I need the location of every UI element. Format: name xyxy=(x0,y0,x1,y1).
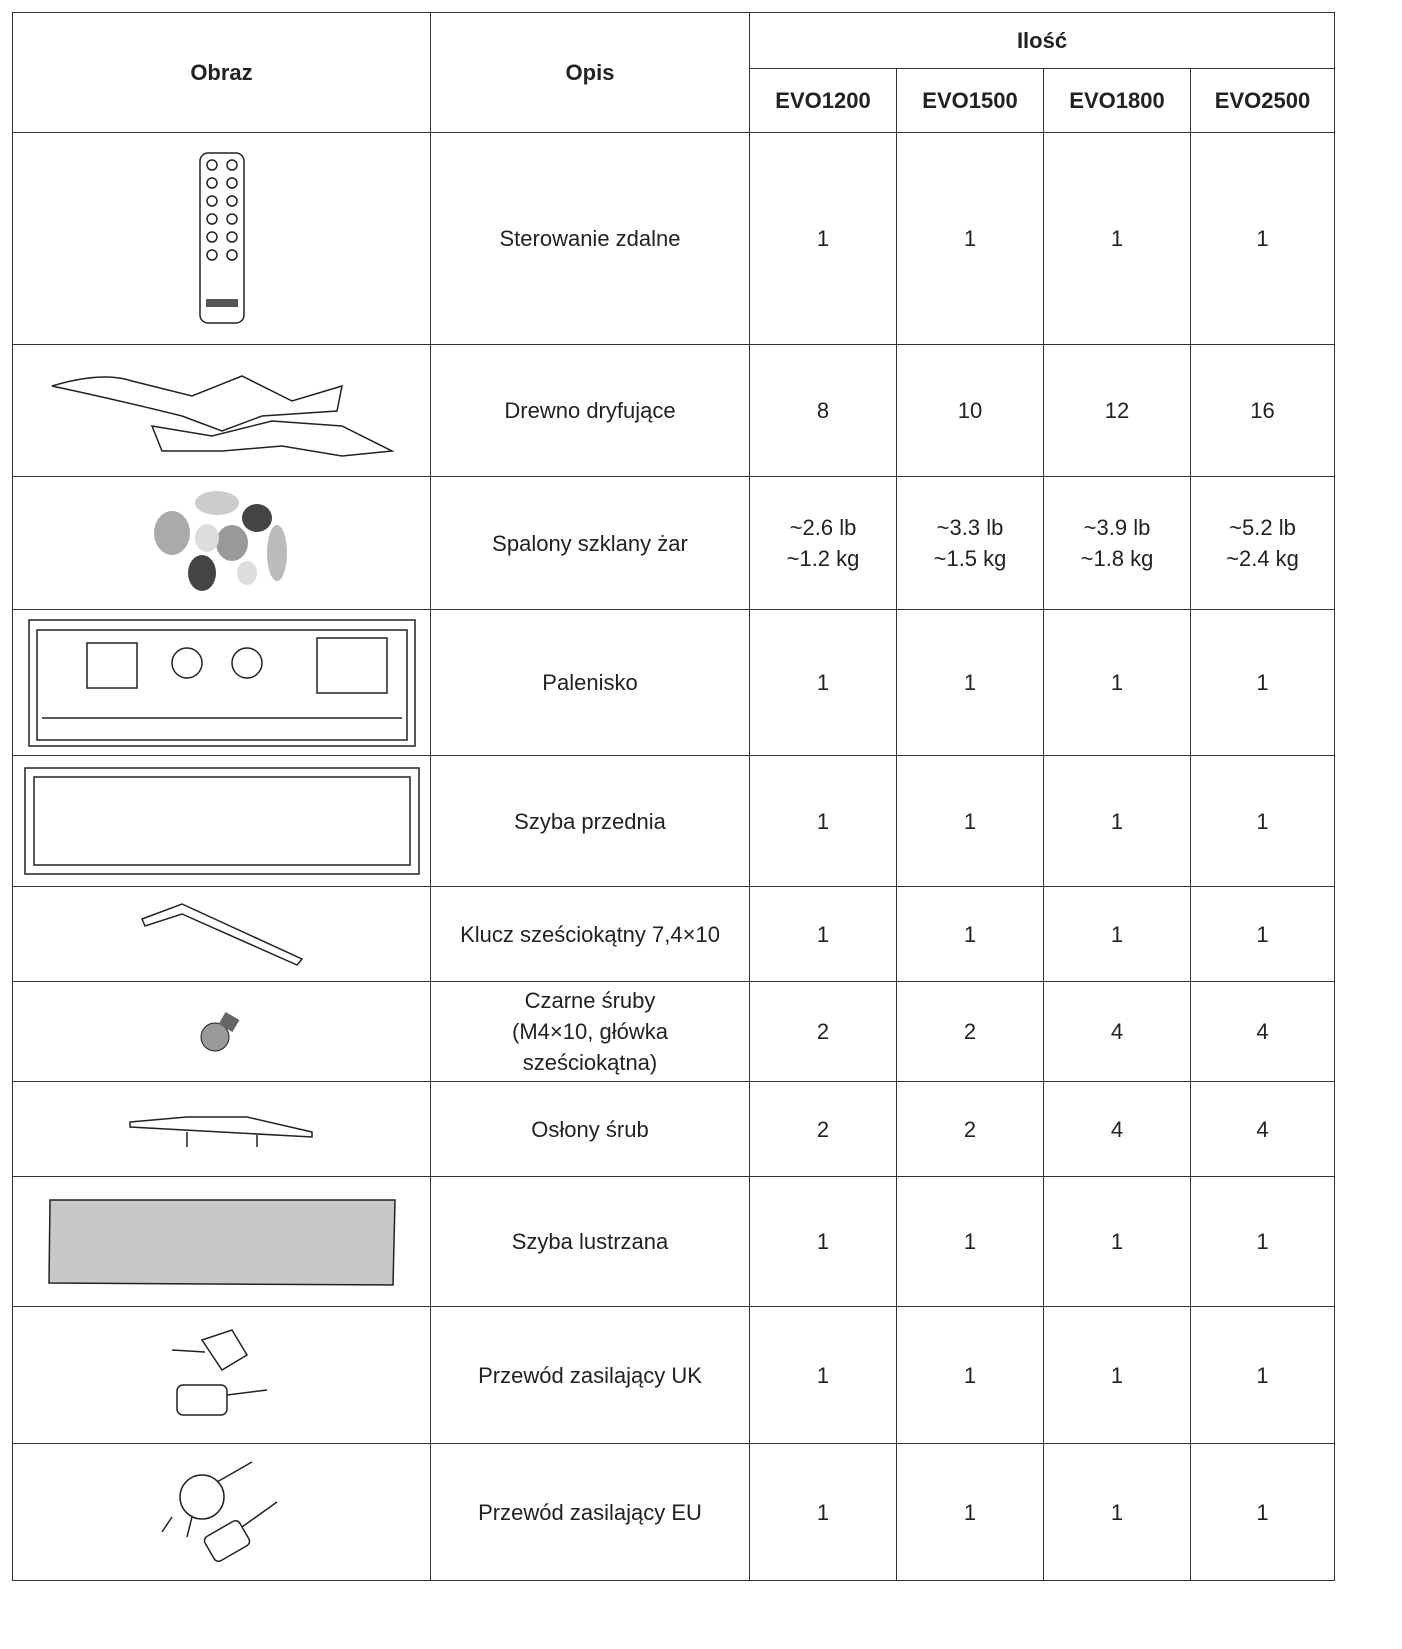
text-line: ~1.8 kg xyxy=(1080,546,1154,571)
text-line: ~1.5 kg xyxy=(933,546,1007,571)
item-description: Drewno dryfujące xyxy=(430,344,750,477)
quantity-cell: 1 xyxy=(896,1443,1044,1581)
item-image xyxy=(12,981,431,1082)
quantity-cell: 1 xyxy=(749,132,897,345)
text-line: (M4×10, główka xyxy=(512,1019,668,1044)
table-row: Spalony szklany żar ~2.6 lb ~1.2 kg ~3.3 lb… xyxy=(12,476,1336,610)
item-image xyxy=(12,1176,431,1307)
item-description: Przewód zasilający UK xyxy=(430,1306,750,1444)
quantity-cell: 2 xyxy=(896,1081,1044,1177)
quantity-cell: 8 xyxy=(749,344,897,477)
table-row: Klucz sześciokątny 7,4×10 1 1 1 1 xyxy=(12,886,1336,982)
item-description: Sterowanie zdalne xyxy=(430,132,750,345)
header-row: Obraz Opis Ilość xyxy=(12,12,1336,133)
quantity-cell: 2 xyxy=(749,981,897,1082)
quantity-cell: 1 xyxy=(749,609,897,756)
table-body: Sterowanie zdalne 1 1 1 1 Drewno dryfujące 8 10… xyxy=(12,132,1336,1581)
table-row: Osłony śrub 2 2 4 4 xyxy=(12,1081,1336,1177)
quantity-cell: 1 xyxy=(1189,886,1336,982)
item-description: Czarne śruby (M4×10, główka sześciokątna) xyxy=(430,981,750,1082)
item-description: Spalony szklany żar xyxy=(430,476,750,610)
quantity-cell: 1 xyxy=(1189,1443,1336,1581)
item-description: Osłony śrub xyxy=(430,1081,750,1177)
item-description: Klucz sześciokątny 7,4×10 xyxy=(430,886,750,982)
item-image xyxy=(12,132,431,345)
item-description: Szyba lustrzana xyxy=(430,1176,750,1307)
model-header: EVO1200 xyxy=(749,68,897,133)
parts-table: Obraz Opis Ilość EVO1200 EVO1500 EVO1800 EV… xyxy=(12,12,1336,1581)
quantity-cell: 1 xyxy=(1189,132,1336,345)
header-cell: Opis xyxy=(430,12,750,133)
model-header: EVO1500 xyxy=(896,68,1044,133)
quantity-cell: 1 xyxy=(1189,755,1336,887)
text-line: ~3.3 lb xyxy=(936,515,1004,540)
quantity-cell: ~3.9 lb ~1.8 kg xyxy=(1043,476,1191,610)
quantity-cell: 1 xyxy=(1189,609,1336,756)
quantity-cell: 1 xyxy=(896,609,1044,756)
model-header: EVO1800 xyxy=(1043,68,1191,133)
text-line: ~2.6 lb xyxy=(789,515,857,540)
quantity-cell: 4 xyxy=(1189,1081,1336,1177)
quantity-cell: 1 xyxy=(896,132,1044,345)
quantity-cell: 2 xyxy=(749,1081,897,1177)
quantity-cell: 4 xyxy=(1189,981,1336,1082)
item-image xyxy=(12,344,431,477)
header-cell: Obraz xyxy=(12,12,431,133)
item-description: Palenisko xyxy=(430,609,750,756)
quantity-cell: ~2.6 lb ~1.2 kg xyxy=(749,476,897,610)
item-image xyxy=(12,476,431,610)
quantity-cell: 1 xyxy=(749,886,897,982)
text-line: sześciokątna) xyxy=(522,1050,658,1075)
quantity-cell: 1 xyxy=(1043,755,1191,887)
item-description: Szyba przednia xyxy=(430,755,750,887)
quantity-cell: 1 xyxy=(896,1176,1044,1307)
table-row: Przewód zasilający UK 1 1 1 1 xyxy=(12,1306,1336,1444)
quantity-cell: 1 xyxy=(1189,1306,1336,1444)
quantity-cell: 2 xyxy=(896,981,1044,1082)
text-line: ~2.4 kg xyxy=(1226,546,1299,571)
text-line: ~1.2 kg xyxy=(786,546,860,571)
header-cell: Ilość xyxy=(748,12,1336,69)
table-row: Czarne śruby (M4×10, główka sześciokątna) 2… xyxy=(12,981,1336,1082)
quantity-cell: 1 xyxy=(1189,1176,1336,1307)
item-image xyxy=(12,1306,431,1444)
quantity-cell: 1 xyxy=(749,755,897,887)
quantity-cell: ~5.2 lb ~2.4 kg xyxy=(1189,476,1336,610)
item-description: Przewód zasilający EU xyxy=(430,1443,750,1581)
item-image xyxy=(12,1081,431,1177)
quantity-cell: 12 xyxy=(1043,344,1191,477)
model-header: EVO2500 xyxy=(1189,68,1336,133)
text-line: ~5.2 lb xyxy=(1229,515,1296,540)
quantity-cell: 16 xyxy=(1189,344,1336,477)
quantity-cell: 4 xyxy=(1043,1081,1191,1177)
item-image xyxy=(12,1443,431,1581)
quantity-cell: 1 xyxy=(749,1176,897,1307)
table-row: Przewód zasilający EU 1 1 1 1 xyxy=(12,1443,1336,1581)
quantity-cell: 1 xyxy=(1043,1443,1191,1581)
text-line: ~3.9 lb xyxy=(1083,515,1151,540)
quantity-cell: 1 xyxy=(1043,1306,1191,1444)
quantity-cell: 1 xyxy=(896,755,1044,887)
quantity-cell: ~3.3 lb ~1.5 kg xyxy=(896,476,1044,610)
item-image xyxy=(12,886,431,982)
quantity-cell: 1 xyxy=(896,1306,1044,1444)
table-row: Drewno dryfujące 8 10 12 16 xyxy=(12,344,1336,477)
table-row: Szyba lustrzana 1 1 1 1 xyxy=(12,1176,1336,1307)
quantity-cell: 1 xyxy=(1043,609,1191,756)
item-image xyxy=(12,609,431,756)
quantity-cell: 1 xyxy=(749,1306,897,1444)
quantity-cell: 4 xyxy=(1043,981,1191,1082)
quantity-cell: 1 xyxy=(1043,886,1191,982)
table-row: Sterowanie zdalne 1 1 1 1 xyxy=(12,132,1336,345)
quantity-cell: 1 xyxy=(1043,1176,1191,1307)
quantity-cell: 10 xyxy=(896,344,1044,477)
quantity-cell: 1 xyxy=(896,886,1044,982)
quantity-cell: 1 xyxy=(749,1443,897,1581)
item-image xyxy=(12,755,431,887)
quantity-cell: 1 xyxy=(1043,132,1191,345)
table-row: Palenisko 1 1 1 1 xyxy=(12,609,1336,756)
text-line: Czarne śruby xyxy=(524,988,656,1013)
table-row: Szyba przednia 1 1 1 1 xyxy=(12,755,1336,887)
